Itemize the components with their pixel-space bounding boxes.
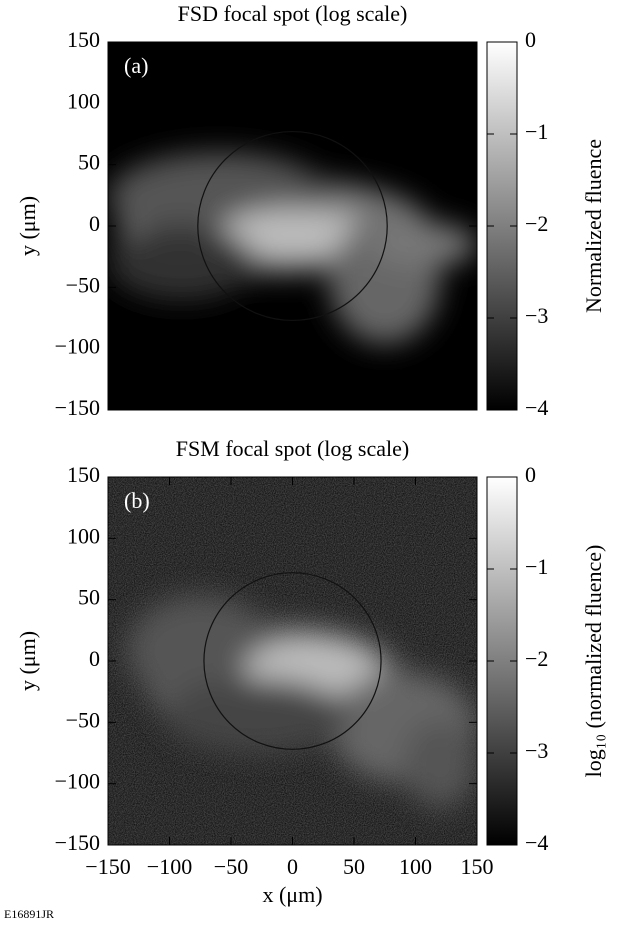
colorbar-label: Normalized fluence [581,139,606,313]
heatmap-blob [108,225,256,300]
heatmap-image [108,477,477,845]
y-tick-label: −50 [66,272,100,297]
chart-title: FSD focal spot (log scale) [178,1,408,26]
colorbar-tick-label: −2 [525,211,548,236]
colorbar-tick-label: −1 [525,119,548,144]
focal-circle [197,130,388,322]
y-tick-label: −100 [55,769,100,794]
colorbar-tick-label: −3 [525,738,548,763]
x-tick-label: −50 [214,854,248,879]
colorbar-tick-label: −4 [525,395,548,420]
x-axis-label: x (μm) [262,882,322,907]
heatmap-blob [126,594,275,706]
colorbar-label: log₁₀ (normalized fluence) [581,545,606,778]
colorbar-tick-label: 0 [525,462,536,487]
y-tick-label: 0 [89,646,100,671]
heatmap-blob [366,222,477,267]
x-tick-label: 150 [461,854,494,879]
y-tick-label: 150 [67,27,100,52]
x-tick-label: 0 [287,854,298,879]
chart-title: FSM focal spot (log scale) [176,436,409,461]
colorbar-tick-label: −2 [525,646,548,671]
heatmap-blobs [108,152,477,344]
y-tick-label: 0 [89,211,100,236]
y-tick-label: −50 [66,707,100,732]
heatmap-blob [403,719,477,809]
heatmap-blobs [126,594,477,809]
heatmap-blob [218,207,367,260]
x-tick-label: −150 [85,854,130,879]
y-tick-label: 150 [67,462,100,487]
panel-label: (a) [124,53,148,78]
heatmap-blob [163,679,348,753]
colorbar-tick-label: 0 [525,27,536,52]
panel-label: (b) [124,488,150,513]
focal-circle [203,572,382,750]
heatmap-image [108,42,477,410]
colorbar-tick-label: −3 [525,303,548,328]
y-tick-label: 100 [67,523,100,548]
y-tick-label: −150 [55,395,100,420]
colorbar-tick-label: −1 [525,554,548,579]
y-axis-label: y (μm) [15,631,40,691]
y-axis-label: y (μm) [15,196,40,256]
y-tick-label: −100 [55,334,100,359]
x-tick-label: −100 [147,854,192,879]
y-tick-label: 50 [78,150,100,175]
y-tick-label: −150 [55,830,100,855]
x-tick-label: 100 [399,854,432,879]
colorbar-tick-label: −4 [525,830,548,855]
y-tick-label: 50 [78,585,100,610]
y-tick-label: 100 [67,88,100,113]
figure-id: E16891JR [4,907,54,921]
x-tick-label: 50 [343,854,365,879]
